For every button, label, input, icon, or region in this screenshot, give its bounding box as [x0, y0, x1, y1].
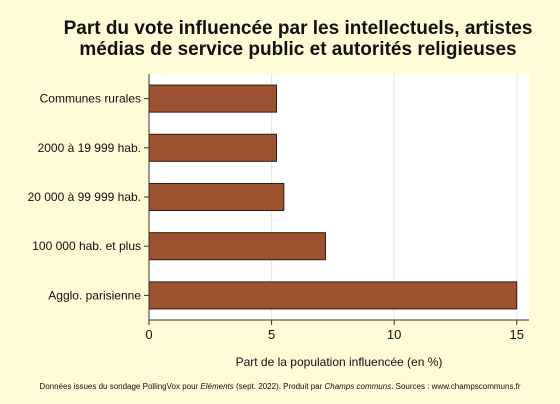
footer-text-post: . Sources : www.champscommuns.fr — [391, 382, 521, 391]
footer-publication: Eléments — [200, 382, 234, 391]
y-tick-label: 20 000 à 99 999 hab. — [28, 190, 141, 204]
y-tick-label: Agglo. parisienne — [48, 288, 141, 302]
y-tick-label: 100 000 hab. et plus — [32, 239, 141, 253]
chart-title: Part du vote influencée par les intellec… — [0, 18, 560, 60]
footer-text-mid: (sept. 2022). Produit par — [233, 382, 325, 391]
y-tick-label: Communes rurales — [40, 92, 141, 106]
x-axis-title: Part de la population influencée (en %) — [236, 355, 443, 369]
footer-producer: Champs communs — [324, 382, 392, 391]
bar — [148, 84, 277, 113]
title-line-2: médias de service public et autorités re… — [79, 39, 517, 60]
title-line-1: Part du vote influencée par les intellec… — [63, 18, 533, 39]
bar — [148, 182, 285, 212]
bar — [148, 232, 327, 261]
y-tick-label: 2000 à 19 999 hab. — [38, 141, 141, 155]
x-tick-label: 15 — [510, 327, 524, 342]
bar — [148, 133, 277, 162]
footer-text-pre: Données issues du sondage PollingVox pou… — [39, 382, 201, 391]
y-axis-labels: Communes rurales 2000 à 19 999 hab. 20 000… — [28, 92, 149, 302]
x-tick-label: 5 — [268, 327, 275, 342]
x-tick-label: 0 — [145, 327, 152, 342]
x-axis-ticks: 0 5 10 15 — [145, 320, 524, 342]
bar — [148, 281, 518, 310]
footer-credits: Données issues du sondage PollingVox pou… — [0, 382, 560, 391]
x-tick-label: 10 — [387, 327, 401, 342]
